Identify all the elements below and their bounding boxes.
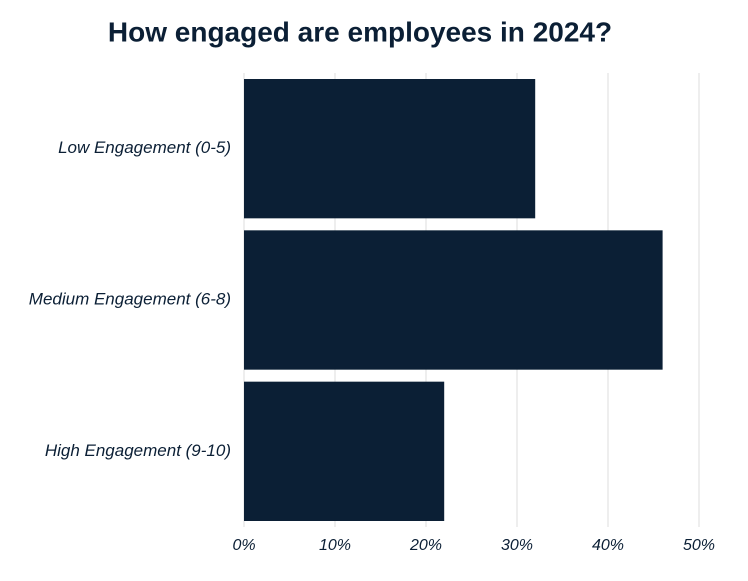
chart-title: How engaged are employees in 2024? <box>108 16 612 47</box>
bar <box>244 230 663 370</box>
x-tick-label: 50% <box>683 537 715 554</box>
x-tick-label: 30% <box>501 537 533 554</box>
y-tick-label: Low Engagement (0-5) <box>58 138 231 157</box>
x-tick-label: 0% <box>232 537 255 554</box>
y-tick-label: Medium Engagement (6-8) <box>29 289 231 308</box>
x-tick-label: 20% <box>409 537 442 554</box>
x-tick-label: 10% <box>319 537 351 554</box>
bar <box>244 79 536 219</box>
y-tick-label: High Engagement (9-10) <box>45 441 231 460</box>
bar <box>244 381 445 521</box>
x-tick-label: 40% <box>592 537 624 554</box>
